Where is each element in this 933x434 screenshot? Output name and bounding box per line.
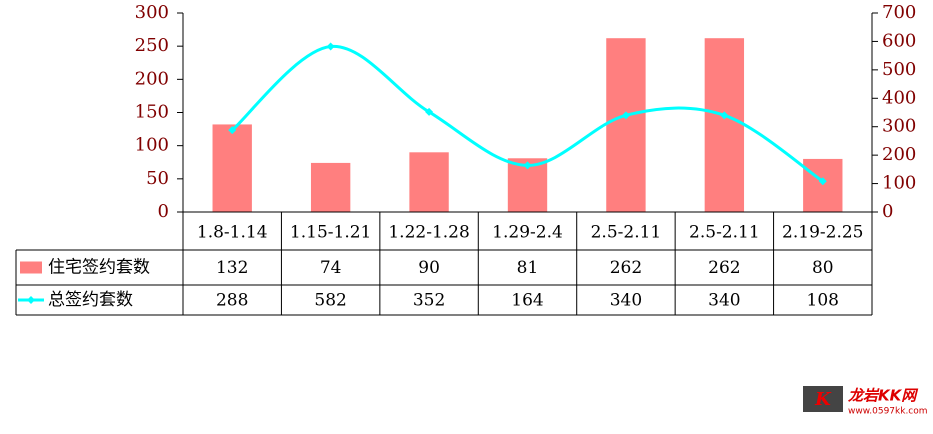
- legend-label: 住宅签约套数: [48, 258, 150, 278]
- line-marker: [720, 111, 729, 120]
- line-marker: [326, 42, 335, 51]
- line-marker: [425, 107, 434, 116]
- legend-label: 总签约套数: [48, 290, 133, 310]
- table-value: 81: [517, 258, 539, 278]
- y-tick-label: 250: [135, 35, 169, 56]
- y-tick-label: 200: [135, 68, 169, 89]
- table-value: 262: [708, 258, 740, 278]
- watermark-title: 龙岩KK网: [848, 387, 919, 405]
- watermark: K 龙岩KK网 www.0597kk.com: [803, 386, 928, 417]
- y2-tick-label: 0: [882, 201, 893, 222]
- table-value: 90: [418, 258, 440, 278]
- watermark-url: www.0597kk.com: [848, 407, 928, 417]
- table-value: 352: [413, 291, 445, 311]
- y-tick-label: 0: [158, 201, 169, 222]
- y-tick-label: 300: [135, 2, 169, 23]
- legend-marker: [27, 296, 35, 304]
- x-tick-label: 1.8-1.14: [197, 223, 268, 243]
- x-tick-label: 1.29-2.4: [492, 223, 563, 243]
- y2-tick-label: 300: [882, 116, 916, 137]
- y-tick-label: 150: [135, 102, 169, 123]
- y2-tick-label: 500: [882, 59, 916, 80]
- x-tick-label: 2.5-2.11: [591, 223, 662, 243]
- table-value: 340: [610, 291, 642, 311]
- table-value: 74: [320, 258, 342, 278]
- y-tick-label: 50: [146, 168, 169, 189]
- table-value: 132: [216, 258, 248, 278]
- legend-swatch: [20, 261, 42, 274]
- logo-mark: K: [814, 389, 832, 410]
- line-marker: [523, 161, 532, 170]
- logo-box: [803, 386, 843, 412]
- line-marker: [818, 177, 827, 186]
- x-tick-label: 1.15-1.21: [290, 223, 371, 243]
- bar: [704, 38, 745, 212]
- y2-tick-label: 100: [882, 173, 916, 194]
- table-value: 108: [807, 291, 839, 311]
- y2-tick-label: 400: [882, 87, 916, 108]
- x-tick-label: 1.22-1.28: [388, 223, 469, 243]
- y2-tick-label: 200: [882, 144, 916, 165]
- bar: [212, 124, 252, 212]
- table-value: 340: [708, 291, 740, 311]
- y2-tick-label: 600: [882, 30, 916, 51]
- line-marker: [228, 126, 237, 135]
- table-value: 288: [216, 291, 248, 311]
- x-tick-label: 2.5-2.11: [689, 223, 760, 243]
- y-tick-label: 100: [135, 135, 169, 156]
- bar: [803, 158, 843, 212]
- x-tick-label: 2.19-2.25: [782, 223, 863, 243]
- y2-tick-label: 700: [882, 2, 916, 23]
- table-value: 80: [812, 258, 834, 278]
- bar: [606, 38, 646, 212]
- table-value: 262: [610, 258, 642, 278]
- line-marker: [621, 111, 630, 120]
- bar: [310, 162, 351, 212]
- table-value: 164: [511, 291, 543, 311]
- table-value: 582: [314, 291, 346, 311]
- bar: [409, 152, 449, 212]
